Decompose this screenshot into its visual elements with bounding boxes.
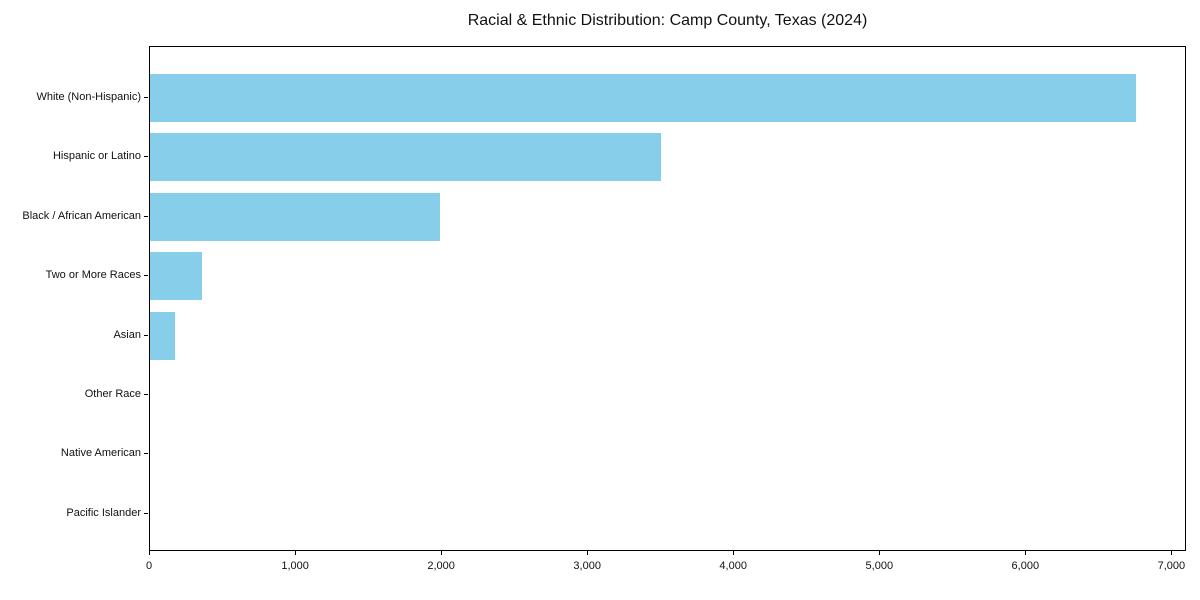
plot-area bbox=[149, 46, 1186, 551]
y-tick-mark bbox=[144, 394, 148, 395]
y-tick-label: Asian bbox=[113, 328, 141, 341]
x-tick-label: 2,000 bbox=[427, 560, 455, 572]
bar-black-african-american bbox=[150, 192, 440, 241]
x-tick-mark bbox=[440, 551, 442, 555]
x-tick-mark bbox=[148, 551, 150, 555]
bar-two-or-more-races bbox=[150, 252, 202, 301]
y-tick-mark bbox=[144, 453, 148, 455]
x-tick-mark bbox=[878, 551, 880, 555]
y-tick-label: Two or More Races bbox=[45, 269, 141, 282]
y-tick-label: Other Race bbox=[84, 388, 141, 400]
bar-hispanic-or-latino bbox=[150, 133, 662, 182]
x-tick-label: 3,000 bbox=[573, 560, 601, 572]
y-tick-label: Native American bbox=[60, 447, 141, 460]
y-tick-label: Hispanic or Latino bbox=[52, 150, 141, 163]
y-tick-mark bbox=[144, 275, 148, 277]
bar-asian bbox=[150, 311, 175, 360]
x-tick-mark bbox=[586, 551, 588, 555]
x-tick-label: 1,000 bbox=[281, 560, 309, 572]
x-tick-mark bbox=[294, 551, 296, 555]
x-tick-mark bbox=[1024, 551, 1026, 555]
y-tick-label: Black / African American bbox=[22, 209, 141, 222]
x-tick-mark bbox=[1170, 551, 1172, 555]
y-tick-mark bbox=[144, 334, 148, 336]
chart-title: Racial & Ethnic Distribution: Camp Count… bbox=[467, 12, 868, 29]
x-tick-label: 6,000 bbox=[1011, 560, 1040, 572]
bar-white-non-hispanic bbox=[150, 74, 1136, 122]
y-tick-mark bbox=[144, 215, 148, 217]
y-tick-label: Pacific Islander bbox=[66, 506, 141, 519]
y-tick-mark bbox=[144, 512, 148, 514]
x-tick-label: 0 bbox=[145, 560, 153, 572]
y-tick-mark bbox=[144, 156, 148, 158]
x-tick-mark bbox=[732, 551, 734, 555]
x-tick-label: 5,000 bbox=[865, 560, 894, 572]
x-tick-label: 4,000 bbox=[719, 560, 747, 572]
y-tick-mark bbox=[144, 97, 148, 98]
y-tick-label: White (Non-Hispanic) bbox=[36, 91, 141, 103]
x-tick-label: 7,000 bbox=[1157, 560, 1186, 572]
